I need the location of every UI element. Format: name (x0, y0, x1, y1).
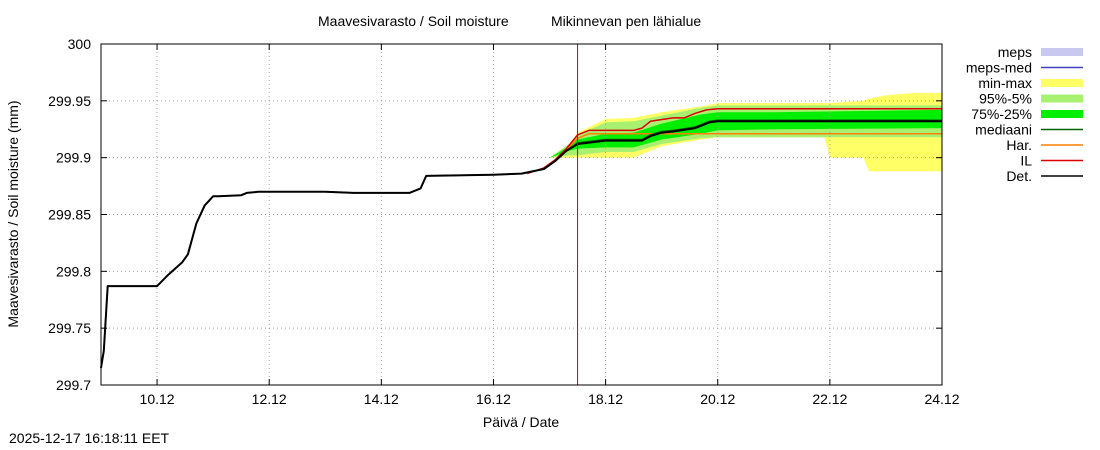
x-axis-label: Päivä / Date (483, 414, 559, 430)
bands-layer (549, 92, 942, 172)
y-tick-label: 299.8 (56, 263, 91, 279)
legend-label: meps-med (966, 60, 1032, 76)
y-tick-label: 299.9 (56, 150, 91, 166)
legend-label: 75%-25% (971, 106, 1032, 122)
timestamp: 2025-12-17 16:18:11 EET (9, 430, 170, 446)
x-tick-label: 10.12 (140, 391, 175, 407)
legend-label: IL (1020, 153, 1032, 169)
legend-swatch (1041, 110, 1083, 118)
legend: mepsmeps-medmin-max95%-5%75%-25%mediaani… (966, 44, 1083, 184)
x-tick-label: 24.12 (924, 391, 959, 407)
y-axis-label: Maavesivarasto / Soil moisture (mm) (5, 100, 21, 327)
legend-swatch (1041, 94, 1083, 103)
legend-label: meps (998, 44, 1032, 60)
y-tick-label: 299.85 (48, 207, 91, 223)
y-tick-label: 300 (68, 36, 92, 52)
tick-layer: 299.7 299.75 299.8 299.85 299.9 299.95 300 10.1… (48, 36, 960, 407)
chart-title: Maavesivarasto / Soil moisture (318, 13, 509, 29)
x-tick-label: 16.12 (476, 391, 511, 407)
y-tick-label: 299.7 (56, 377, 91, 393)
x-tick-label: 22.12 (812, 391, 847, 407)
legend-label: mediaani (975, 122, 1032, 138)
il-line (526, 108, 942, 175)
det-line (100, 120, 942, 369)
legend-swatch (1041, 48, 1083, 56)
legend-label: Har. (1006, 137, 1032, 153)
y-tick-label: 299.95 (48, 93, 91, 109)
chart-location: Mikinnevan pen lähialue (551, 13, 701, 29)
x-tick-label: 12.12 (252, 391, 287, 407)
x-tick-label: 18.12 (588, 391, 623, 407)
x-tick-label: 20.12 (700, 391, 735, 407)
legend-label: min-max (978, 75, 1032, 91)
y-tick-label: 299.75 (48, 320, 91, 336)
lines-layer (100, 108, 942, 369)
legend-label: Det. (1006, 168, 1032, 184)
grid-layer (101, 44, 942, 385)
x-tick-label: 14.12 (364, 391, 399, 407)
legend-label: 95%-5% (979, 91, 1032, 107)
legend-swatch (1041, 79, 1083, 87)
